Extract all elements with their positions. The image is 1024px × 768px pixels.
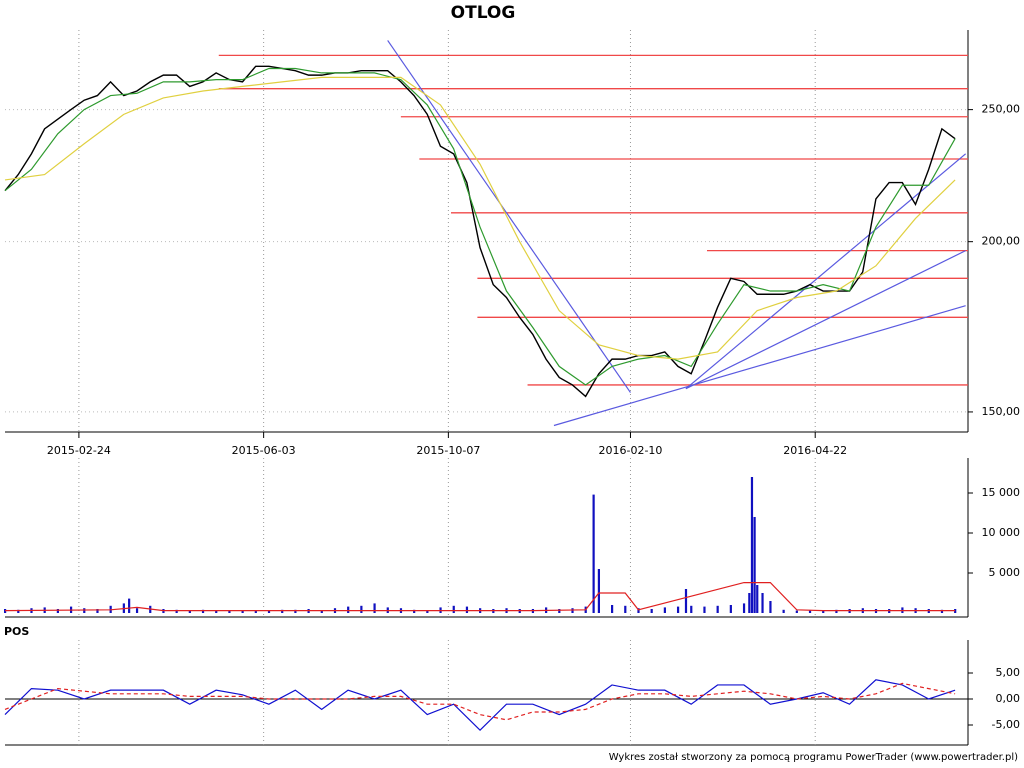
trend-line [685,153,967,390]
volume-bar [650,609,653,613]
series-line [4,65,956,398]
volume-bar [320,610,323,613]
volume-bar [83,608,86,613]
volume-bar [267,610,271,613]
volume-bar [426,610,429,613]
y-tick-label: 0,00 [996,692,1021,705]
volume-bar [17,609,20,613]
volume-bar [954,609,957,613]
volume-bar [597,569,601,613]
panel-title: POS [4,625,29,638]
volume-bar [748,593,751,613]
volume-bar [782,609,785,613]
volume-bar [835,609,838,613]
trend-line [685,250,966,390]
volume-bar [624,605,627,613]
series-line [4,67,956,386]
volume-bar [56,609,59,613]
volume-bar [571,608,574,613]
volume-bar [241,610,244,613]
y-tick-label: 5 000 [989,566,1021,579]
volume-bar [750,477,754,613]
x-tick-label: 2016-04-22 [783,444,847,457]
volume-bar [188,610,191,613]
moving-average [4,581,956,612]
volume-bar [558,609,561,613]
x-tick-label: 2015-02-24 [47,444,111,457]
x-tick-label: 2016-02-10 [599,444,663,457]
volume-bar [215,610,218,613]
volume-bar [592,494,595,613]
volume-bar [769,601,772,613]
volume-bar [729,605,732,613]
volume-bar [756,585,759,613]
volume-bar [703,606,706,613]
x-tick-label: 2015-10-07 [416,444,480,457]
volume-bar [281,609,284,613]
volume-bar [465,606,469,613]
volume-bar [294,609,297,613]
volume-bar [201,609,205,613]
volume-bar [742,603,746,613]
volume-bar [373,603,376,613]
trend-line [553,305,966,427]
y-tick-label: 200,00 [982,235,1021,248]
volume-bar [690,605,693,613]
volume-bar [637,608,640,613]
volume-bar [940,609,944,613]
volume-bar [413,609,416,613]
chart-title: OTLOG [451,3,516,23]
volume-bar [228,610,231,613]
volume-bar [761,593,764,613]
volume-bar [822,610,825,613]
volume-bar [96,609,99,613]
y-tick-label: -5,00 [992,718,1020,731]
y-tick-label: 10 000 [982,526,1021,539]
y-tick-label: 250,00 [982,103,1021,116]
y-tick-label: 15 000 [982,486,1021,499]
volume-bar [716,605,719,613]
series-line [4,679,956,732]
volume-bar [347,606,350,613]
trend-line [387,40,631,393]
volume-bar [795,610,798,613]
y-tick-label: 5,00 [996,666,1021,679]
volume-bar [360,605,363,613]
volume-bar [684,589,688,613]
series-line [4,76,956,360]
x-tick-label: 2015-06-03 [232,444,296,457]
volume-bar [753,517,756,613]
volume-bar [452,605,455,613]
volume-bar [128,598,131,613]
volume-bar [808,610,812,613]
volume-bar [254,610,257,613]
series-line [4,682,956,721]
volume-bar [610,605,614,613]
footer: Wykres został stworzony za pomocą progra… [609,752,1018,763]
volume-bar [676,606,680,613]
volume-bar [135,608,139,613]
volume-bar [175,609,178,613]
y-tick-label: 150,00 [982,405,1021,418]
volume-bar [663,607,666,613]
